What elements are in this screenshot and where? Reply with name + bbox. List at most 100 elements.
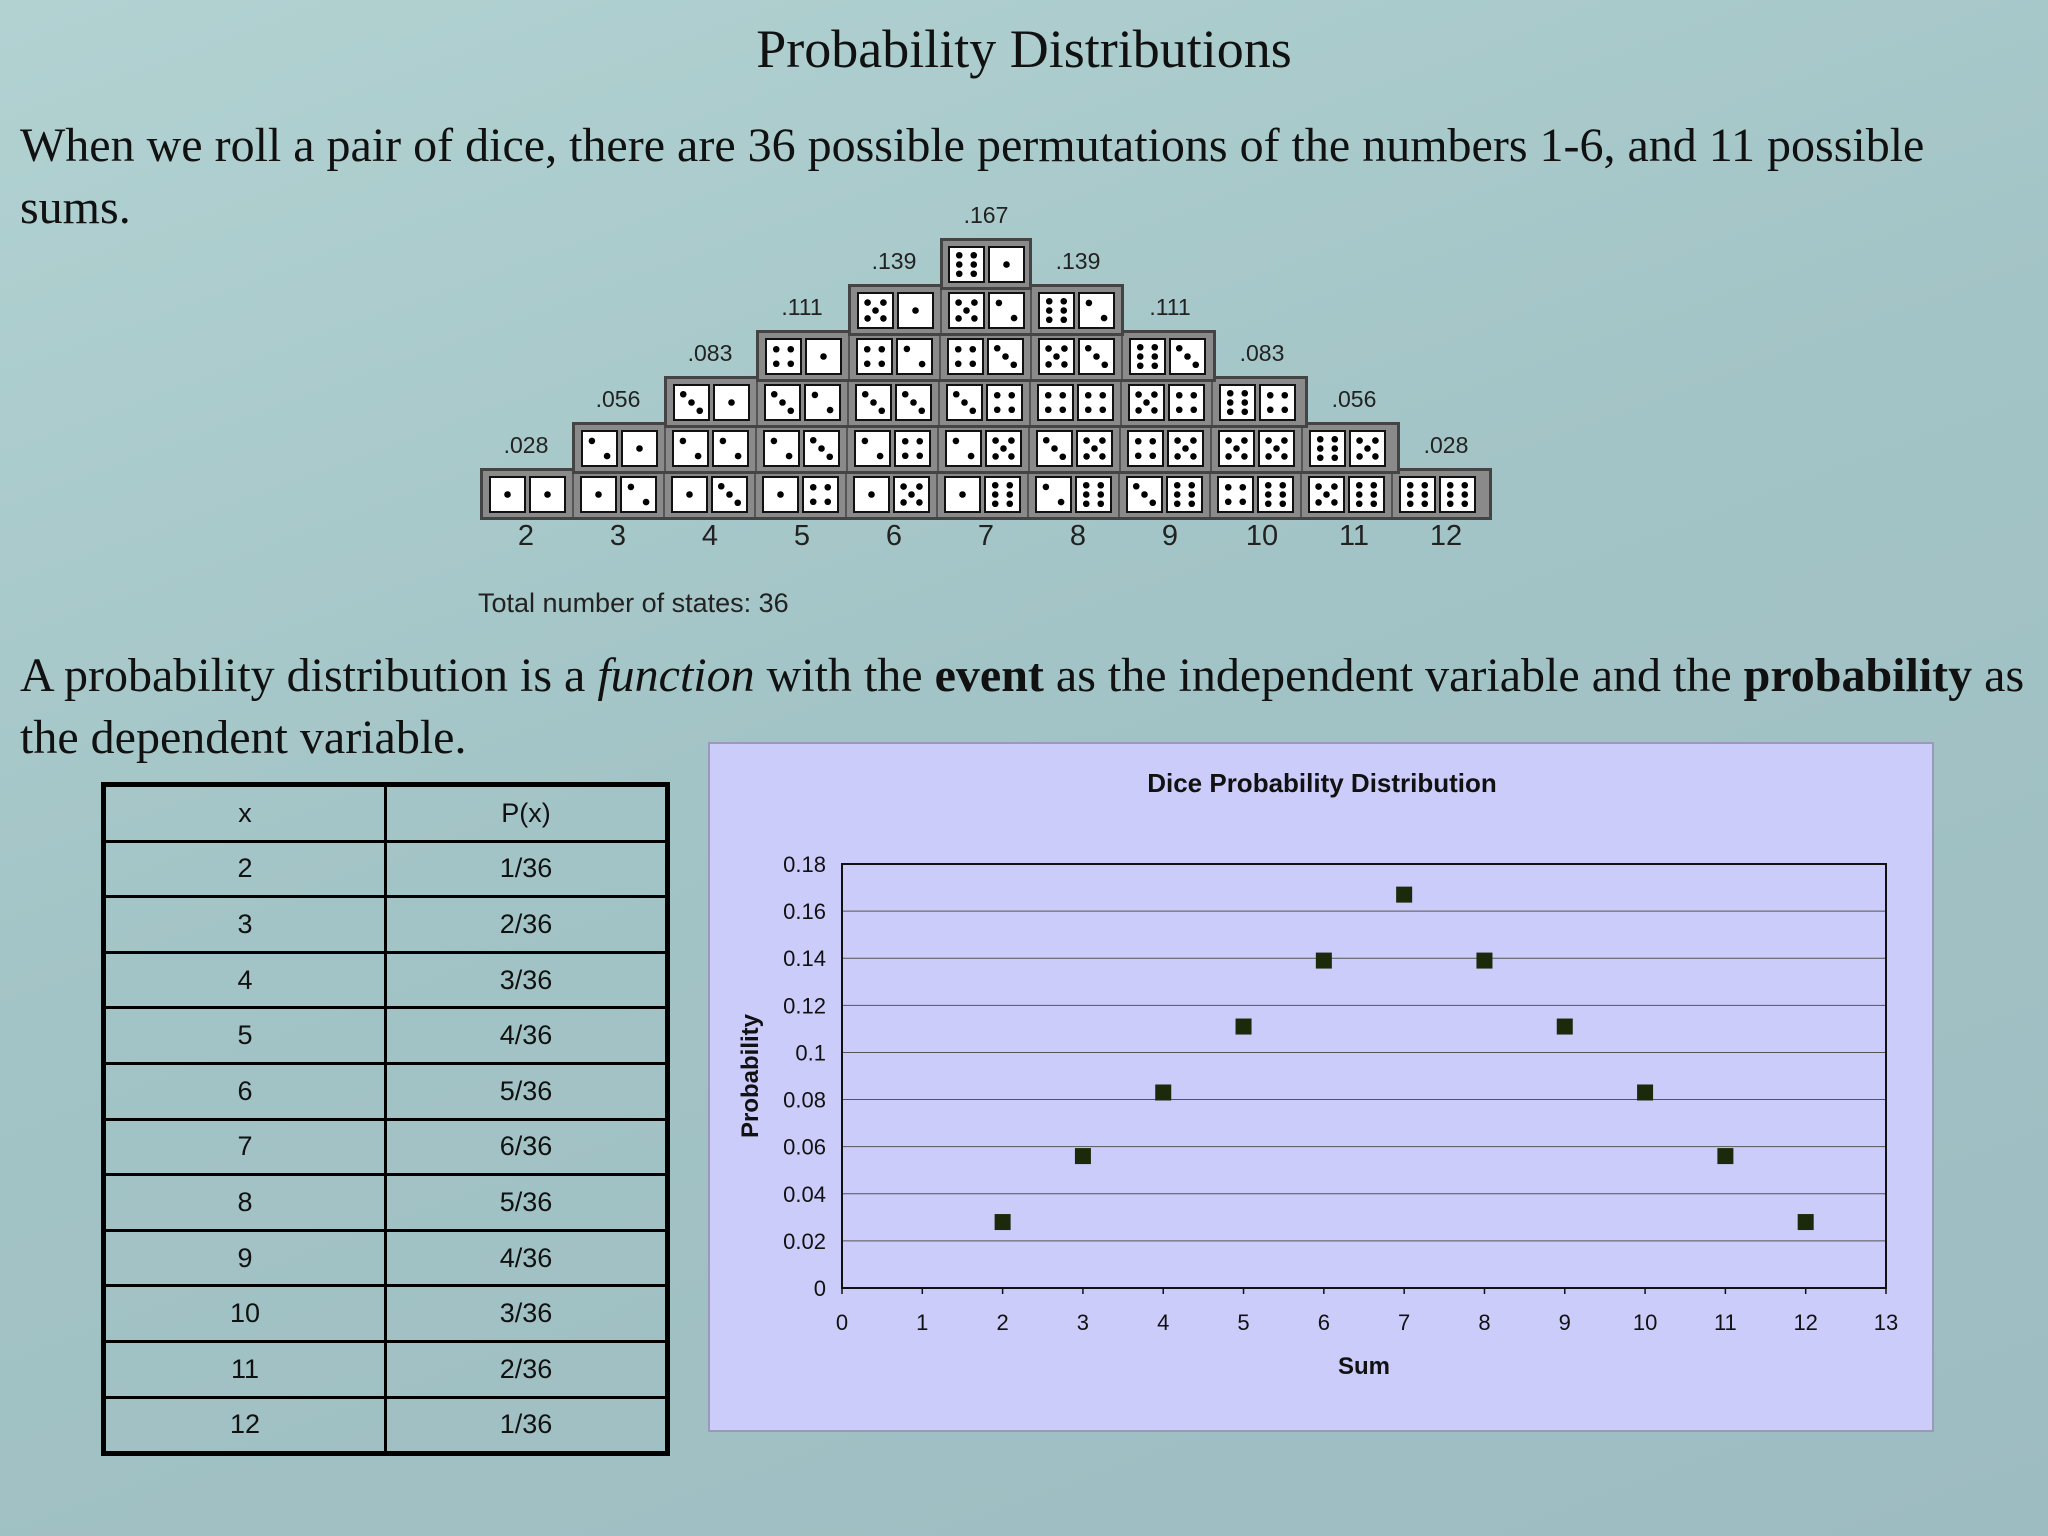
die-pip (1046, 297, 1053, 305)
die-pip (1044, 391, 1052, 399)
table-cell-x: 11 (102, 1339, 387, 1399)
die-face-2 (620, 475, 657, 513)
die-face-5 (893, 475, 930, 513)
die-pip (955, 260, 963, 268)
die-pip (1136, 361, 1144, 369)
die-pip (900, 498, 907, 506)
chart-x-tick-label: 3 (1077, 1310, 1089, 1335)
die-pip (1151, 406, 1158, 414)
chart-data-point (1396, 886, 1413, 903)
die-pip (1281, 405, 1289, 413)
die-face-1 (621, 429, 658, 467)
die-pip (1421, 481, 1429, 489)
chart-data-point (1717, 1148, 1734, 1165)
die-face-4 (986, 383, 1023, 421)
die-pip (1135, 390, 1142, 398)
die-pip (1006, 499, 1014, 507)
die-pip (1226, 398, 1234, 406)
table-row: 8 5/36 (102, 1173, 669, 1232)
die-pip (878, 406, 886, 414)
die-pip (1239, 497, 1247, 505)
dice-sum-label: 3 (609, 520, 627, 552)
die-pip (1239, 483, 1247, 491)
die-face-3 (987, 337, 1024, 375)
die-pip (734, 452, 742, 459)
dice-row (940, 238, 1032, 290)
die-pip (1174, 452, 1181, 460)
die-face-5 (1258, 429, 1295, 467)
definition-emphasis-event: event (934, 649, 1044, 702)
die-pip (642, 498, 650, 505)
die-face-4 (1168, 383, 1205, 421)
dice-pair (755, 425, 846, 471)
die-pip (826, 406, 834, 413)
die-pip (1002, 352, 1009, 360)
die-pip (1175, 391, 1183, 399)
chart-plot-area (842, 864, 1886, 1288)
dice-probability-label: .139 (871, 248, 917, 274)
chart-x-tick-label: 6 (1318, 1310, 1330, 1335)
die-pip (861, 437, 869, 444)
die-face-5 (1128, 383, 1165, 421)
table-row: 3 2/36 (102, 895, 669, 954)
table-cell-px: 4/36 (384, 1006, 669, 1065)
die-pip (916, 451, 924, 459)
die-pip (1059, 452, 1067, 460)
table-row: 9 4/36 (102, 1228, 669, 1288)
die-pip (1006, 481, 1014, 489)
dice-probability-label: .167 (963, 202, 1009, 228)
die-face-2 (581, 429, 618, 467)
die-face-3 (946, 383, 983, 421)
die-pip (861, 390, 869, 398)
die-pip (1273, 444, 1280, 452)
die-face-6 (1399, 475, 1436, 513)
dice-pair (1029, 379, 1120, 425)
die-pip (1149, 437, 1157, 445)
dice-pair (1030, 333, 1121, 379)
die-pip (1323, 490, 1330, 498)
die-pip (1093, 352, 1100, 360)
die-pip (912, 306, 919, 314)
dice-sum-label: 6 (885, 520, 903, 552)
die-pip (1461, 499, 1469, 507)
die-pip (544, 490, 551, 498)
die-pip (1141, 490, 1148, 498)
die-face-2 (1078, 291, 1116, 329)
die-face-6 (1075, 475, 1112, 513)
die-pip (1225, 436, 1232, 444)
chart-data-point (1637, 1084, 1654, 1101)
die-pip (1042, 436, 1050, 444)
die-face-3 (1036, 429, 1073, 467)
die-pip (969, 359, 977, 367)
dice-row (756, 330, 1216, 382)
die-pip (1060, 306, 1068, 314)
die-face-4 (802, 475, 839, 513)
die-pip (1281, 436, 1288, 444)
chart-plot-frame (841, 863, 1887, 1289)
scatter-chart: 00.020.040.060.080.10.120.140.160.180 1 2 3… (737, 768, 1898, 1380)
die-pip (1355, 490, 1363, 498)
chart-x-tick-label: 9 (1559, 1310, 1571, 1335)
chart-x-tick-label: 13 (1874, 1310, 1898, 1335)
dice-pair (1030, 287, 1121, 333)
die-face-5 (1167, 429, 1204, 467)
die-pip (826, 452, 834, 460)
table-row: 10 3/36 (102, 1284, 669, 1343)
die-pip (1101, 360, 1109, 368)
die-pip (918, 406, 926, 414)
die-pip (1045, 360, 1052, 368)
die-face-5 (947, 291, 985, 329)
die-pip (969, 269, 977, 277)
chart-data-point (1797, 1214, 1814, 1231)
table-cell-x: 9 (102, 1228, 387, 1288)
die-pip (916, 482, 923, 490)
die-pip (1173, 490, 1181, 498)
table-cell-px: 6/36 (384, 1117, 669, 1177)
die-pip (1061, 360, 1068, 368)
die-pip (1136, 343, 1144, 351)
die-pip (734, 498, 742, 506)
dice-pair (754, 471, 845, 517)
die-pip (1331, 453, 1339, 461)
definition-text: as the dependent variable. (20, 649, 2025, 764)
dice-pair (847, 379, 938, 425)
